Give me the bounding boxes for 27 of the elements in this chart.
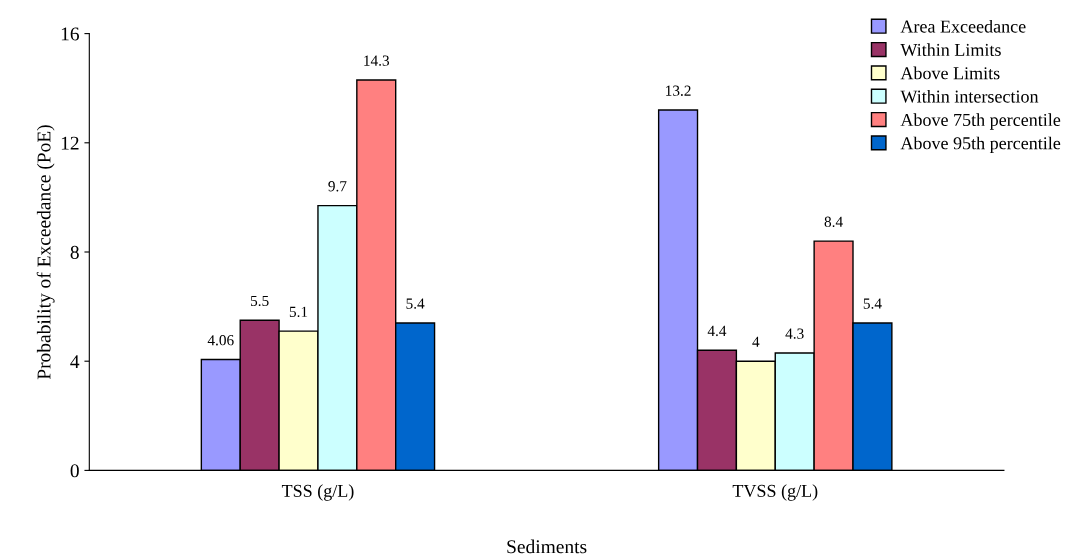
data-label: 4.3 [785, 328, 804, 339]
legend-label: Within intersection [900, 89, 1039, 103]
data-label: 14.3 [364, 55, 390, 66]
data-label: 5.4 [406, 298, 425, 309]
legend-label: Above 75th percentile [900, 113, 1061, 130]
data-label: 9.7 [328, 181, 347, 192]
y-tick-label: 0 [70, 464, 79, 478]
data-label: 4.4 [707, 325, 727, 337]
data-label: 5.5 [250, 295, 269, 307]
legend-label: Within Limits [900, 43, 1001, 57]
data-label: 8.4 [824, 216, 843, 227]
y-tick-label: 8 [70, 245, 79, 259]
x-axis-title: Sediments [507, 539, 587, 554]
data-label: 4 [752, 336, 760, 347]
y-axis-title: Probability of Exceedance (PoE) [36, 125, 55, 380]
data-label: 4.06 [207, 335, 234, 346]
legend-label: Area Exceedance [900, 19, 1026, 33]
x-tick-label: TVSS (g/L) [732, 484, 818, 501]
data-label: 5.4 [863, 298, 882, 309]
data-label: 13.2 [666, 85, 691, 96]
y-tick-label: 12 [61, 136, 79, 150]
y-tick-label: 4 [70, 355, 80, 368]
x-tick-label: TSS (g/L) [281, 484, 354, 501]
data-label: 5.1 [289, 306, 308, 318]
legend-label: Above Limits [900, 66, 1000, 80]
y-tick-label: 16 [61, 27, 80, 41]
legend-label: Above 95th percentile [900, 136, 1061, 154]
